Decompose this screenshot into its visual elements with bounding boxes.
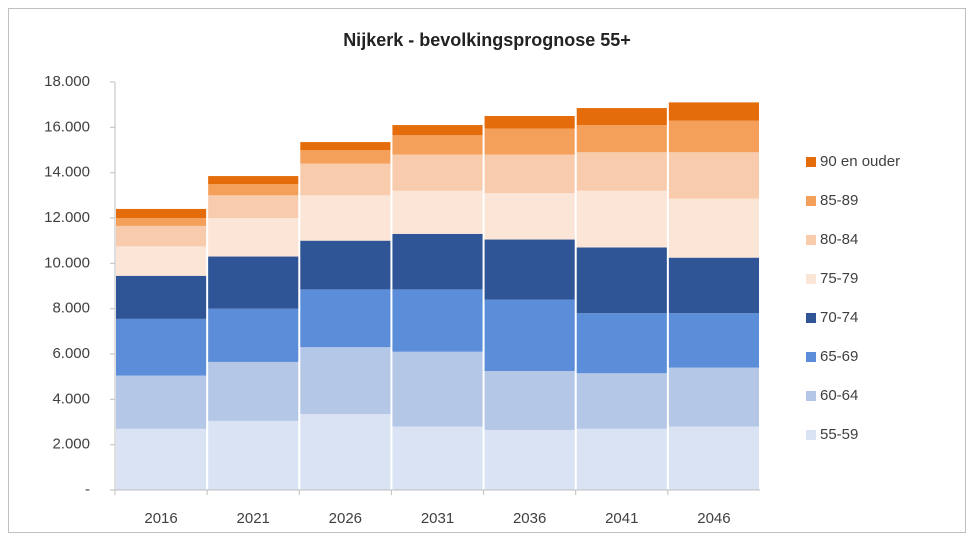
bar-segment	[392, 154, 483, 191]
y-tick-label: 8.000	[52, 300, 90, 317]
legend-swatch	[806, 313, 816, 323]
legend-swatch	[806, 391, 816, 401]
bar-segment	[576, 125, 667, 153]
bar-segment	[208, 218, 299, 257]
bar-segment	[484, 154, 575, 194]
bar-segment	[300, 347, 391, 415]
bar-segment	[300, 414, 391, 490]
bar-segment	[208, 361, 299, 421]
legend-swatch	[806, 274, 816, 284]
bar-segment	[484, 299, 575, 371]
x-tick-label: 2031	[421, 510, 454, 527]
bar-segment	[484, 193, 575, 240]
bar-segment	[208, 420, 299, 490]
bar-segment	[300, 150, 391, 164]
legend-label: 70-74	[820, 309, 858, 326]
bar-segment	[668, 152, 759, 199]
bar-segment	[208, 184, 299, 196]
y-tick-label: 16.000	[44, 118, 90, 135]
legend-swatch	[806, 352, 816, 362]
x-tick-label: 2046	[697, 510, 730, 527]
bar-segment	[300, 163, 391, 196]
bar-segment	[208, 256, 299, 309]
bar-segment	[392, 233, 483, 290]
x-tick-label: 2016	[144, 510, 177, 527]
bar-segment	[116, 246, 207, 276]
y-tick-label: 14.000	[44, 164, 90, 181]
bar-segment	[116, 318, 207, 376]
bar-segment	[576, 428, 667, 490]
legend-label: 85-89	[820, 192, 858, 209]
legend-label: 60-64	[820, 387, 858, 404]
bar-segment	[576, 190, 667, 248]
x-tick-label: 2026	[329, 510, 362, 527]
y-tick-label: 10.000	[44, 254, 90, 271]
bar-segment	[668, 120, 759, 153]
bar-segment	[576, 373, 667, 429]
y-tick-label: 12.000	[44, 209, 90, 226]
bar-segment	[668, 198, 759, 258]
legend-label: 90 en ouder	[820, 153, 900, 170]
bar-segment	[300, 142, 391, 150]
bar-segment	[392, 289, 483, 352]
bar-segment	[484, 239, 575, 300]
bar-segment	[484, 128, 575, 155]
legend-label: 75-79	[820, 270, 858, 287]
x-tick-label: 2041	[605, 510, 638, 527]
bar-segment	[668, 313, 759, 368]
bar-segment	[668, 102, 759, 121]
legend-swatch	[806, 235, 816, 245]
legend-label: 80-84	[820, 231, 858, 248]
bar-segment	[208, 176, 299, 184]
bar-segment	[116, 428, 207, 490]
bar-segment	[484, 429, 575, 490]
bar-segment	[116, 218, 207, 226]
bar-segment	[392, 190, 483, 234]
bar-segment	[208, 195, 299, 218]
x-tick-label: 2036	[513, 510, 546, 527]
bar-segment	[484, 371, 575, 430]
legend-swatch	[806, 196, 816, 206]
bar-segment	[484, 116, 575, 129]
x-tick-label: 2021	[237, 510, 270, 527]
y-tick-label: 6.000	[52, 345, 90, 362]
bar-segment	[576, 108, 667, 126]
bar-segment	[392, 426, 483, 490]
bar-segment	[116, 208, 207, 218]
chart-title: Nijkerk - bevolkingsprognose 55+	[343, 30, 631, 50]
y-tick-label: 2.000	[52, 436, 90, 453]
bar-segment	[116, 375, 207, 429]
legend-swatch	[806, 157, 816, 167]
bar-segment	[668, 367, 759, 427]
y-tick-label: 18.000	[44, 73, 90, 90]
bar-segment	[576, 313, 667, 374]
bar-segment	[300, 195, 391, 241]
bar-segment	[668, 257, 759, 314]
bar-segment	[300, 240, 391, 290]
bar-segment	[392, 351, 483, 427]
legend-swatch	[806, 430, 816, 440]
bar-segment	[116, 275, 207, 319]
bar-segment	[668, 426, 759, 490]
legend-label: 65-69	[820, 348, 858, 365]
bar-segment	[392, 125, 483, 136]
legend-label: 55-59	[820, 426, 858, 443]
y-tick-label: 4.000	[52, 390, 90, 407]
bar-segment	[116, 225, 207, 247]
bar-segment	[392, 135, 483, 155]
bar-segment	[208, 308, 299, 362]
y-tick-label: -	[85, 481, 90, 498]
bar-segment	[300, 289, 391, 348]
bar-segment	[576, 247, 667, 314]
bar-segment	[576, 152, 667, 191]
